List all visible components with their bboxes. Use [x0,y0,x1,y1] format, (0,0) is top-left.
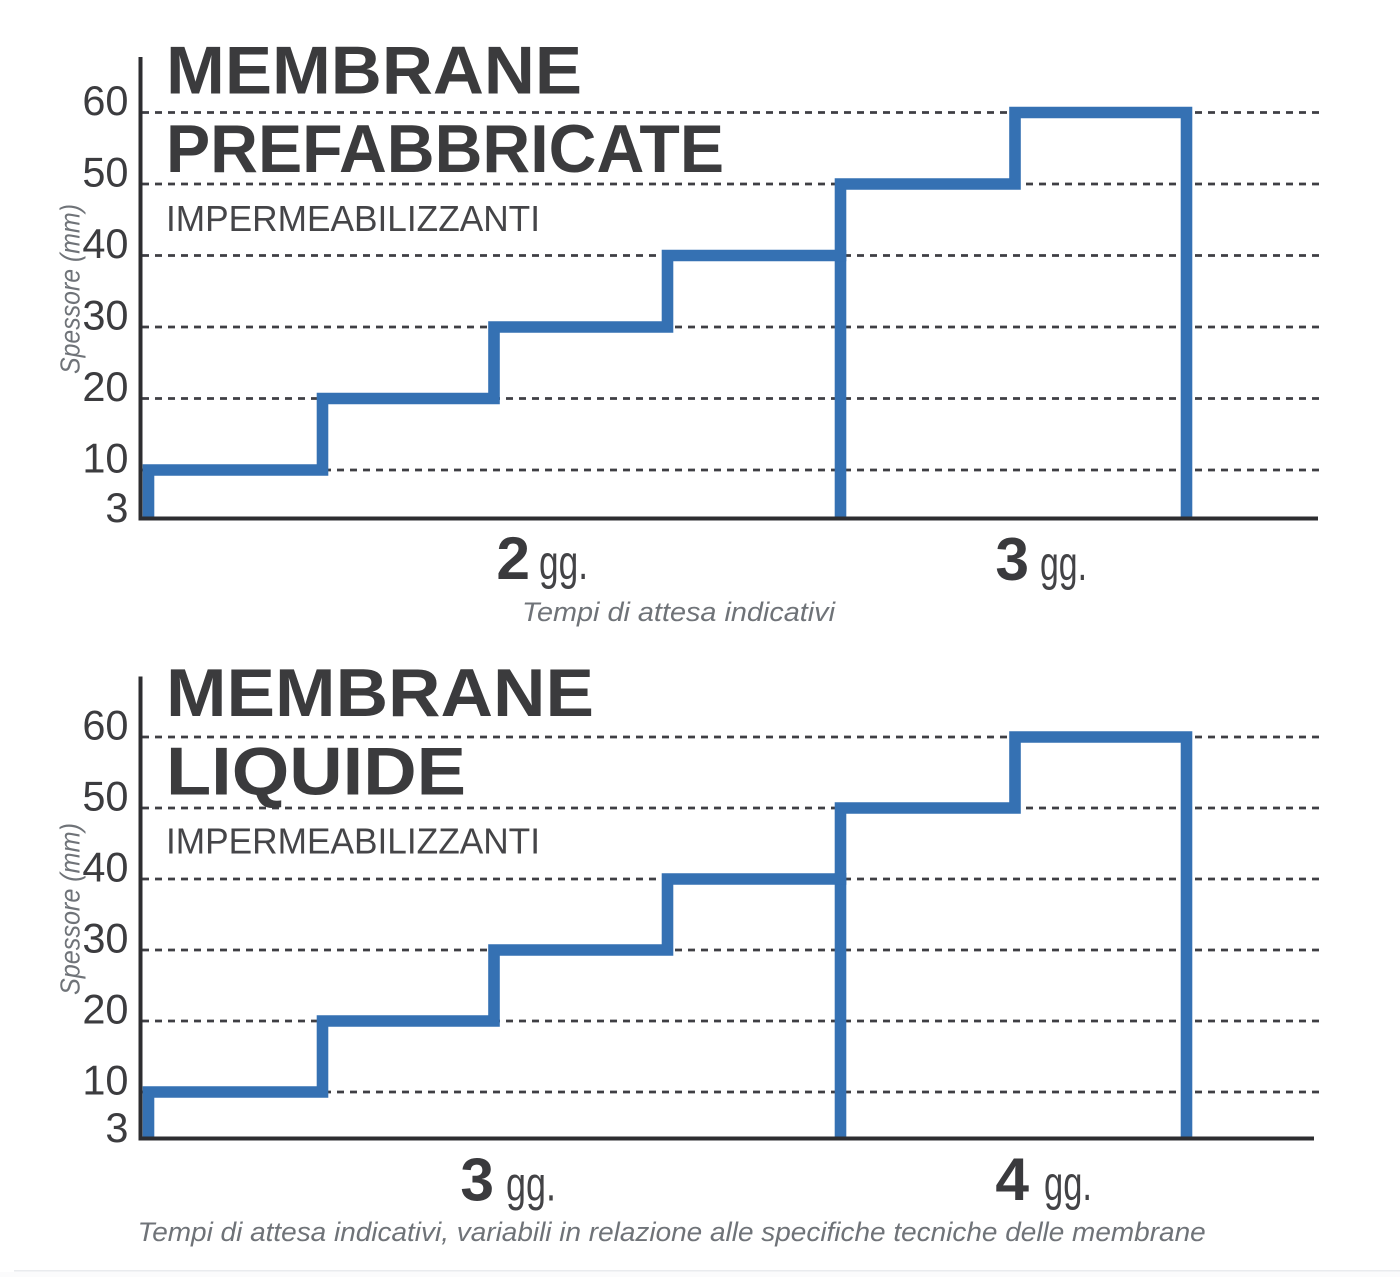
svg-text:50: 50 [82,773,128,820]
svg-text:Tempi di attesa indicativi: Tempi di attesa indicativi [522,597,836,627]
svg-text:30: 30 [82,915,128,962]
svg-text:60: 60 [82,77,128,124]
svg-text:4: 4 [995,1145,1029,1213]
svg-text:60: 60 [82,702,128,749]
svg-text:gg.: gg. [506,1158,556,1212]
svg-text:Spessore (mm): Spessore (mm) [55,204,86,374]
svg-text:IMPERMEABILIZZANTI: IMPERMEABILIZZANTI [166,821,540,862]
svg-text:gg.: gg. [539,536,588,590]
svg-text:PREFABBRICATE: PREFABBRICATE [166,111,724,187]
svg-text:40: 40 [82,220,128,267]
svg-text:20: 20 [82,363,128,410]
svg-text:gg.: gg. [1044,1157,1092,1211]
svg-text:10: 10 [82,1057,128,1104]
svg-text:Tempi di attesa indicativi, va: Tempi di attesa indicativi, variabili in… [138,1217,1206,1247]
svg-text:Spessore (mm): Spessore (mm) [55,823,86,995]
svg-text:3: 3 [460,1146,494,1214]
svg-text:40: 40 [82,844,128,891]
svg-text:30: 30 [82,292,128,339]
svg-text:3: 3 [995,525,1029,593]
svg-text:20: 20 [82,986,128,1033]
svg-text:2: 2 [496,524,530,592]
svg-text:IMPERMEABILIZZANTI: IMPERMEABILIZZANTI [166,198,540,239]
svg-text:MEMBRANE: MEMBRANE [166,655,594,731]
svg-text:MEMBRANE: MEMBRANE [166,33,582,109]
svg-text:3: 3 [105,1104,128,1151]
svg-text:3: 3 [105,484,128,531]
svg-text:50: 50 [82,149,128,196]
svg-text:LIQUIDE: LIQUIDE [166,734,466,810]
svg-text:gg.: gg. [1040,537,1087,591]
svg-text:10: 10 [82,435,128,482]
